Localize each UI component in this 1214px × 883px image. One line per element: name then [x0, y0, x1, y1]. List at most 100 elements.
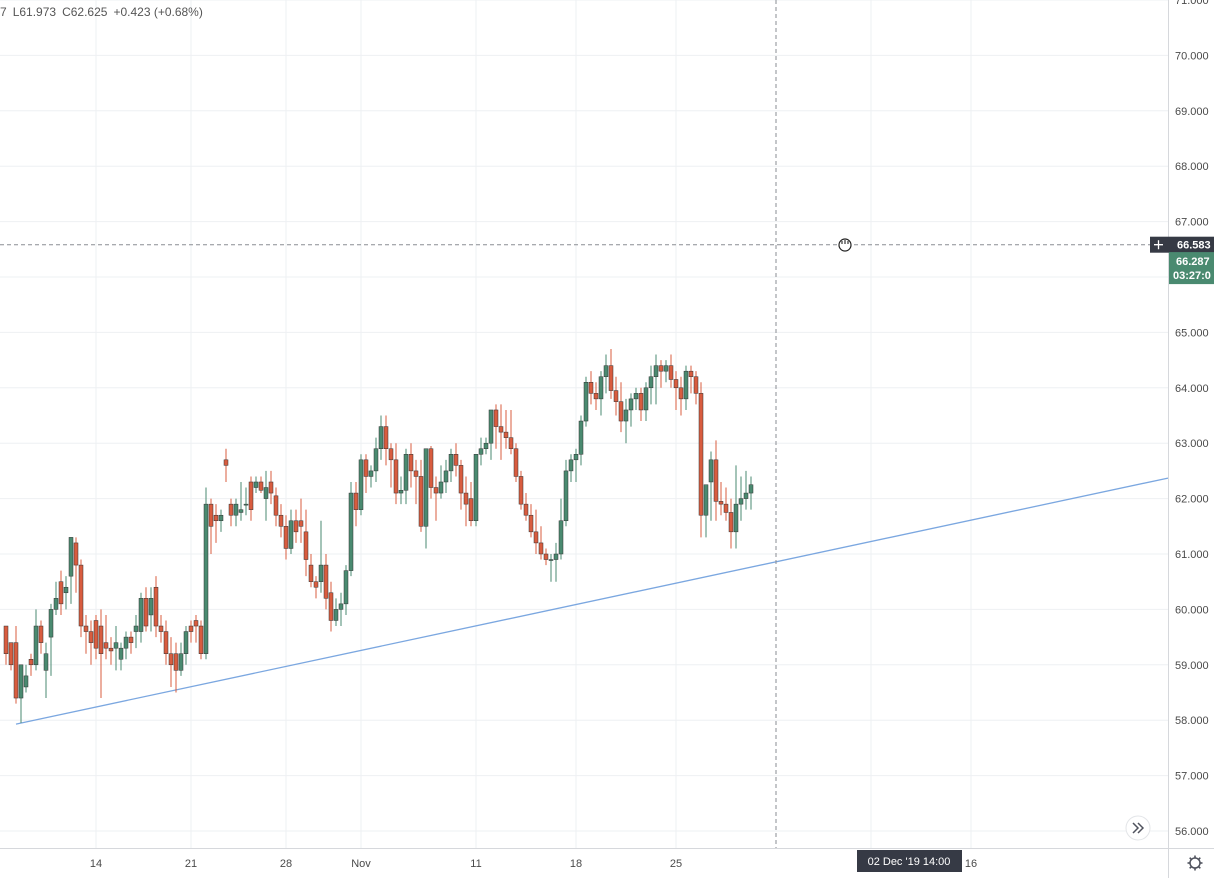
candle-body: [73, 542, 79, 566]
candle-body: [268, 481, 274, 494]
candle-body: [333, 609, 339, 621]
candle-body: [88, 631, 94, 643]
time-tick-label: 28: [280, 858, 292, 870]
candle-body: [348, 492, 354, 571]
candle: [463, 476, 469, 527]
price-tick-label: 59.000: [1175, 660, 1209, 672]
candle-body: [303, 531, 309, 560]
grid: [0, 0, 1168, 848]
candle-body: [653, 365, 659, 377]
candle: [593, 382, 599, 410]
candle: [508, 409, 514, 455]
candle-body: [448, 454, 454, 472]
candle-body: [588, 382, 594, 394]
candle: [8, 642, 14, 671]
candle: [258, 476, 264, 494]
candle-body: [523, 503, 529, 516]
candle: [663, 360, 669, 383]
candle: [413, 459, 419, 505]
price-tick-label: 60.000: [1175, 604, 1209, 616]
candle-body: [223, 459, 229, 466]
candle-body: [538, 542, 544, 555]
plus-icon[interactable]: [1154, 240, 1163, 250]
candle: [293, 509, 299, 543]
candle: [358, 454, 364, 516]
candle: [213, 504, 219, 543]
candle: [338, 592, 344, 627]
candle: [498, 404, 504, 460]
candle: [728, 498, 734, 549]
price-tick-label: 58.000: [1175, 715, 1209, 727]
candle: [263, 470, 269, 521]
candle: [163, 620, 169, 665]
candle-body: [663, 365, 669, 372]
price-tick-label: 63.000: [1175, 438, 1209, 450]
candle: [673, 371, 679, 410]
candle: [628, 393, 634, 427]
candle-body: [488, 409, 494, 444]
candle-body: [133, 625, 139, 632]
candle: [158, 614, 164, 643]
candle-body: [413, 470, 419, 477]
candle: [278, 504, 284, 538]
candle: [543, 548, 549, 566]
candle: [113, 626, 119, 671]
candle: [73, 537, 79, 593]
candle-body: [463, 492, 469, 505]
price-tick-label: 68.000: [1175, 161, 1209, 173]
candle: [613, 376, 619, 416]
candle: [418, 459, 424, 532]
time-axis[interactable]: 142128Nov111825916: [0, 848, 1214, 871]
candle: [388, 443, 394, 488]
candle-body: [573, 454, 579, 461]
candle: [118, 642, 124, 671]
candle-body: [678, 387, 684, 400]
candle-body: [668, 365, 674, 380]
candle-body: [158, 625, 164, 632]
candle-body: [293, 520, 299, 533]
candle: [518, 470, 524, 510]
gear-icon[interactable]: [1187, 855, 1203, 871]
candle-body: [8, 642, 14, 666]
price-tick-label: 57.000: [1175, 771, 1209, 783]
candle-body: [18, 664, 24, 699]
candle: [718, 481, 724, 516]
candle-body: [638, 393, 644, 411]
candle-body: [688, 370, 694, 377]
candle: [468, 481, 474, 527]
candle: [538, 526, 544, 560]
candle: [93, 614, 99, 660]
candle: [643, 382, 649, 422]
candle-body: [123, 636, 129, 649]
candle-body: [198, 625, 204, 654]
candle: [38, 620, 44, 654]
candle: [3, 625, 9, 665]
candle-body: [323, 564, 329, 599]
candle: [363, 454, 369, 494]
candle-body: [313, 581, 319, 588]
candle: [583, 376, 589, 427]
price-tick-label: 70.000: [1175, 50, 1209, 62]
candle-body: [738, 498, 744, 505]
candle: [683, 365, 689, 410]
candle: [243, 487, 249, 516]
candle-body: [543, 553, 549, 560]
candle-body: [113, 642, 119, 649]
scroll-right-button[interactable]: [1125, 815, 1151, 841]
candle: [623, 398, 629, 444]
candle: [453, 443, 459, 477]
candle-body: [718, 501, 724, 505]
candle: [448, 448, 454, 482]
candle-body: [178, 653, 184, 671]
candle: [208, 498, 214, 554]
candle-body: [548, 559, 554, 561]
trendline[interactable]: [15, 477, 1169, 725]
candle-body: [48, 609, 54, 638]
candle-body: [478, 448, 484, 455]
candle: [23, 664, 29, 693]
price-axis[interactable]: 56.000 57.000 58.000 59.000 60.000 61.000 62.0…: [1168, 0, 1209, 878]
candle: [633, 387, 639, 410]
candle-body: [558, 520, 564, 555]
